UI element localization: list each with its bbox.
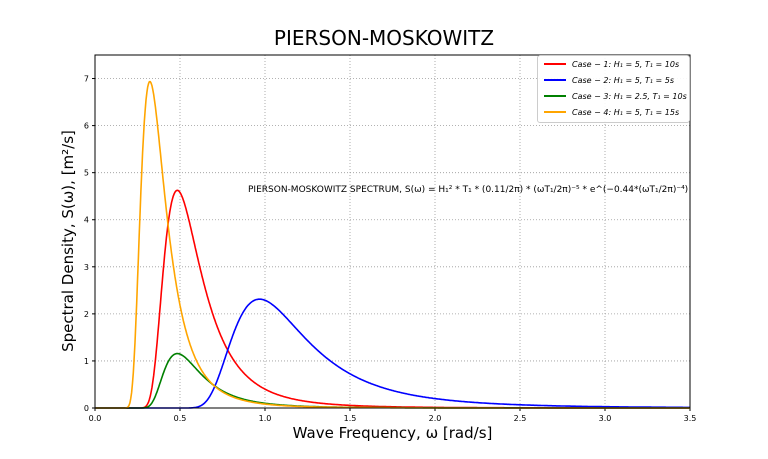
formula-annotation: PIERSON-MOSKOWITZ SPECTRUM, S(ω) = H₁² *… bbox=[248, 185, 689, 195]
y-tick-label: 4 bbox=[84, 216, 89, 225]
legend: Case − 1: H₁ = 5, T₁ = 10s Case − 2: H₁ … bbox=[537, 55, 690, 123]
x-tick-label: 0.0 bbox=[89, 414, 102, 423]
legend-item: Case − 3: H₁ = 2.5, T₁ = 10s bbox=[538, 88, 689, 104]
x-tick-label: 1.5 bbox=[344, 414, 357, 423]
legend-label: Case − 3: H₁ = 2.5, T₁ = 10s bbox=[572, 91, 687, 101]
legend-item: Case − 2: H₁ = 5, T₁ = 5s bbox=[538, 72, 689, 88]
x-tick-label: 3.0 bbox=[599, 414, 612, 423]
series-line-case-2 bbox=[95, 298, 690, 409]
x-tick-label: 3.5 bbox=[684, 414, 697, 423]
legend-label: Case − 4: H₁ = 5, T₁ = 15s bbox=[572, 107, 680, 117]
legend-label: Case − 2: H₁ = 5, T₁ = 5s bbox=[572, 75, 675, 85]
y-axis-label: Spectral Density, S(ω), [m²/s] bbox=[59, 130, 77, 352]
plot-frame bbox=[94, 54, 691, 409]
x-tick-label: 1.0 bbox=[259, 414, 272, 423]
y-tick-label: 5 bbox=[84, 169, 89, 178]
legend-swatch bbox=[544, 95, 566, 97]
series-line-case-1 bbox=[95, 189, 690, 409]
x-tick-label: 2.0 bbox=[429, 414, 442, 423]
series-line-case-4 bbox=[95, 80, 690, 409]
legend-swatch bbox=[544, 63, 566, 65]
y-tick-label: 7 bbox=[84, 75, 89, 84]
legend-item: Case − 4: H₁ = 5, T₁ = 15s bbox=[538, 104, 689, 120]
y-tick-label: 0 bbox=[84, 404, 89, 413]
x-axis-label: Wave Frequency, ω [rad/s] bbox=[292, 424, 493, 442]
x-tick-label: 2.5 bbox=[514, 414, 527, 423]
y-tick-label: 2 bbox=[84, 310, 89, 319]
y-tick-label: 1 bbox=[84, 357, 89, 366]
legend-swatch bbox=[544, 79, 566, 81]
x-tick-label: 0.5 bbox=[174, 414, 187, 423]
legend-swatch bbox=[544, 111, 566, 113]
y-tick-label: 6 bbox=[84, 122, 89, 131]
chart-title: PIERSON-MOSKOWITZ bbox=[273, 26, 495, 50]
legend-label: Case − 1: H₁ = 5, T₁ = 10s bbox=[572, 59, 680, 69]
legend-item: Case − 1: H₁ = 5, T₁ = 10s bbox=[538, 56, 689, 72]
series-line-case-3 bbox=[95, 352, 690, 409]
y-tick-label: 3 bbox=[84, 263, 89, 272]
